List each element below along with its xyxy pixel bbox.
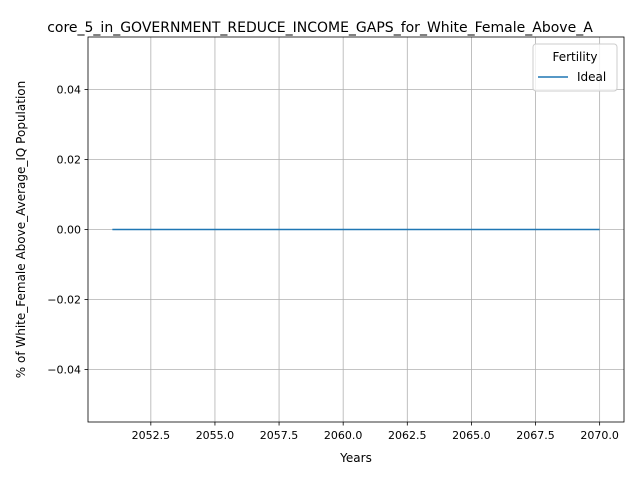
y-tick-label: −0.02: [47, 294, 81, 307]
x-tick-label: 2062.5: [388, 429, 427, 442]
legend-box: [532, 43, 618, 92]
x-tick-label: 2070.0: [580, 429, 619, 442]
legend-title: Fertility: [552, 50, 597, 64]
chart-title: core_5_in_GOVERNMENT_REDUCE_INCOME_GAPS_…: [47, 20, 593, 36]
x-tick-label: 2060.0: [324, 429, 363, 442]
legend: Fertility Ideal: [532, 43, 618, 92]
x-tick-label: 2067.5: [516, 429, 555, 442]
y-tick-label: 0.04: [57, 84, 82, 97]
x-axis: 2052.5 2055.0 2057.5 2060.0 2062.5 2065.0 2067…: [132, 422, 619, 442]
x-tick-label: 2052.5: [132, 429, 171, 442]
x-tick-label: 2055.0: [196, 429, 235, 442]
y-tick-label: 0.02: [57, 154, 82, 167]
y-tick-label: −0.04: [47, 364, 81, 377]
legend-label-ideal: Ideal: [577, 70, 606, 84]
y-tick-label: 0.00: [57, 224, 82, 237]
x-axis-label: Years: [339, 451, 372, 465]
y-axis: −0.04 −0.02 0.00 0.02 0.04: [47, 84, 88, 377]
x-tick-label: 2057.5: [260, 429, 299, 442]
x-tick-label: 2065.0: [452, 429, 491, 442]
y-axis-label: % of White_Female Above_Average_IQ Popul…: [14, 81, 28, 378]
